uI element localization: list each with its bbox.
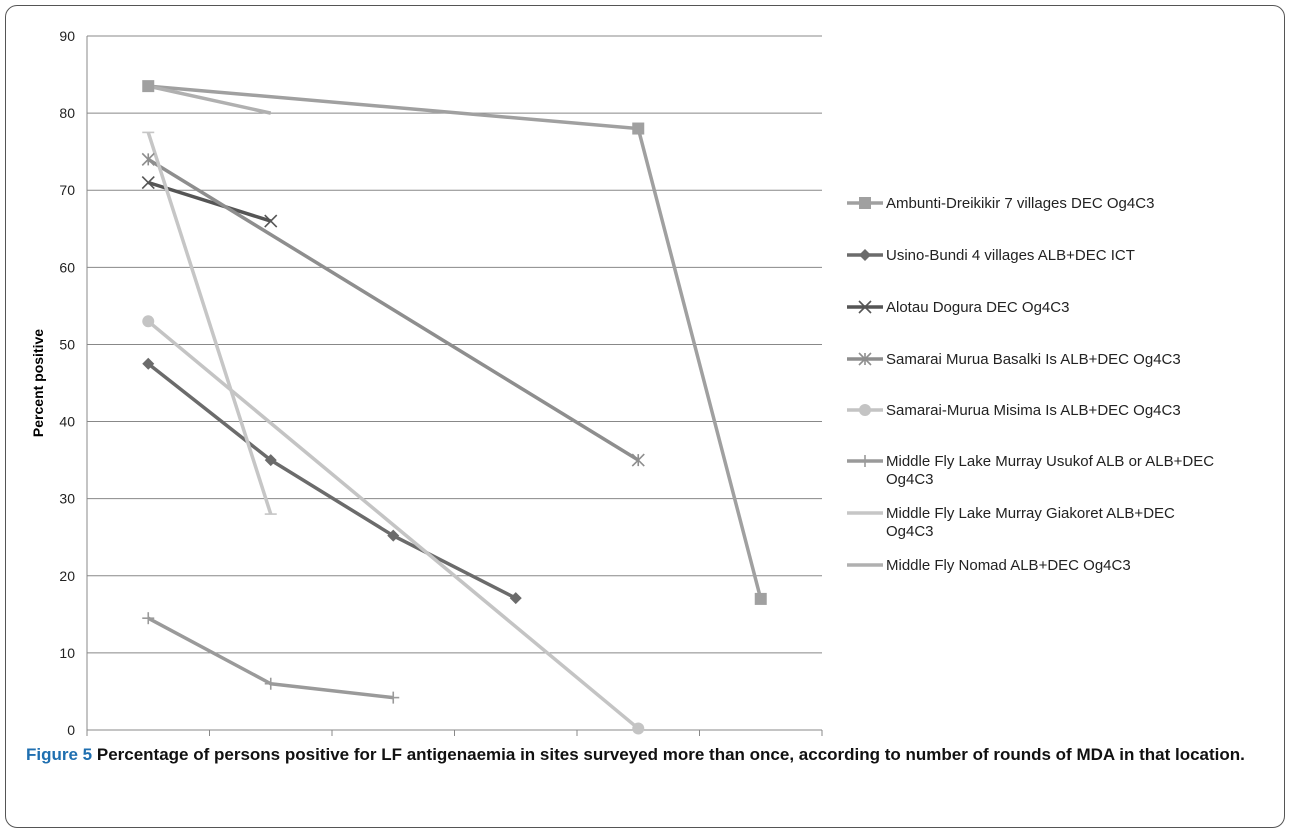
caption-label: Figure 5: [26, 745, 93, 764]
legend-entry: Samarai-Murua Misima Is ALB+DEC Og4C3: [886, 402, 1181, 419]
data-point: [387, 529, 400, 542]
legend-entry: Usino-Bundi 4 villages ALB+DEC ICT: [886, 247, 1135, 264]
legend-marker: [859, 455, 871, 467]
series-line: [147, 362, 517, 600]
legend-marker: [858, 300, 872, 314]
data-point: [142, 612, 155, 625]
y-tick-label: 0: [67, 722, 75, 738]
figure-frame: [5, 5, 1285, 828]
data-point: [632, 122, 645, 135]
legend-marker: [859, 404, 871, 416]
data-point: [264, 214, 278, 228]
series-line: [146, 131, 273, 515]
data-point: [141, 175, 155, 190]
legend-label-line: Usino-Bundi 4 villages ALB+DEC ICT: [886, 247, 1135, 264]
legend-label-line: Middle Fly Nomad ALB+DEC Og4C3: [886, 557, 1131, 574]
y-tick-label: 10: [59, 645, 75, 661]
figure-caption: Figure 5 Percentage of persons positive …: [26, 742, 1271, 768]
data-point: [632, 722, 645, 735]
legend-label-line: Middle Fly Lake Murray Usukof ALB or ALB…: [886, 453, 1214, 470]
y-axis-label: Percent positive: [30, 329, 46, 437]
y-tick-label: 70: [59, 182, 75, 198]
legend-label-line: Alotau Dogura DEC Og4C3: [886, 299, 1069, 316]
x-tick-label: Post 1 MDA: [233, 739, 308, 740]
legend-entry: Middle Fly Lake Murray Usukof ALB or ALB…: [886, 453, 1214, 488]
y-tick-label: 40: [59, 414, 75, 430]
caption-text: Percentage of persons positive for LF an…: [96, 745, 1245, 764]
series-line: [147, 84, 272, 115]
x-tick-label: Post 3 MDA: [478, 739, 553, 740]
y-tick-label: 30: [59, 491, 75, 507]
legend-label-line: Samarai Murua Basalki Is ALB+DEC Og4C3: [886, 351, 1181, 368]
x-tick-label: Post >=5 MDA: [715, 739, 807, 740]
series-line: [147, 319, 640, 730]
legend-entry: Ambunti-Dreikikir 7 villages DEC Og4C3: [886, 195, 1154, 212]
legend-label-line: Samarai-Murua Misima Is ALB+DEC Og4C3: [886, 402, 1181, 419]
legend-label-line: Middle Fly Lake Murray Giakoret ALB+DEC: [886, 505, 1175, 522]
data-point: [264, 677, 277, 690]
x-tick-label: Post 2 MDA: [356, 739, 431, 740]
data-point: [509, 592, 522, 605]
data-point: [264, 454, 277, 467]
y-tick-label: 50: [59, 336, 75, 352]
legend-entry: Middle Fly Nomad ALB+DEC Og4C3: [886, 557, 1131, 574]
data-point: [142, 315, 155, 328]
line-chart: 0 10 20 30 40 50 60 70 80 90 Pre MDA Post 1 MDA Post…: [30, 28, 1214, 740]
legend-label-line: Og4C3: [886, 523, 934, 540]
legend-marker: [858, 352, 872, 366]
y-tick-label: 60: [59, 259, 75, 275]
legend-entry: Middle Fly Lake Murray Giakoret ALB+DEC O…: [886, 505, 1175, 540]
legend-label-line: Ambunti-Dreikikir 7 villages DEC Og4C3: [886, 195, 1154, 212]
data-point: [141, 152, 155, 166]
data-point: [754, 592, 767, 605]
data-point: [142, 80, 155, 93]
data-point: [631, 453, 645, 467]
series-line: [147, 157, 640, 462]
data-point: [387, 691, 400, 704]
legend-entry: Alotau Dogura DEC Og4C3: [886, 299, 1069, 316]
y-tick-label: 80: [59, 105, 75, 121]
y-tick-label: 90: [59, 28, 75, 44]
series-line: [147, 180, 272, 223]
x-tick-label: Pre MDA: [120, 739, 177, 740]
legend-marker: [859, 197, 871, 209]
x-tick-label: Post 4 MDA: [601, 739, 676, 740]
data-point: [142, 357, 155, 370]
legend-marker: [859, 249, 871, 261]
legend-entry: Samarai Murua Basalki Is ALB+DEC Og4C3: [886, 351, 1181, 368]
legend-label-line: Og4C3: [886, 471, 934, 488]
series-line: [148, 84, 763, 600]
y-tick-label: 20: [59, 568, 75, 584]
